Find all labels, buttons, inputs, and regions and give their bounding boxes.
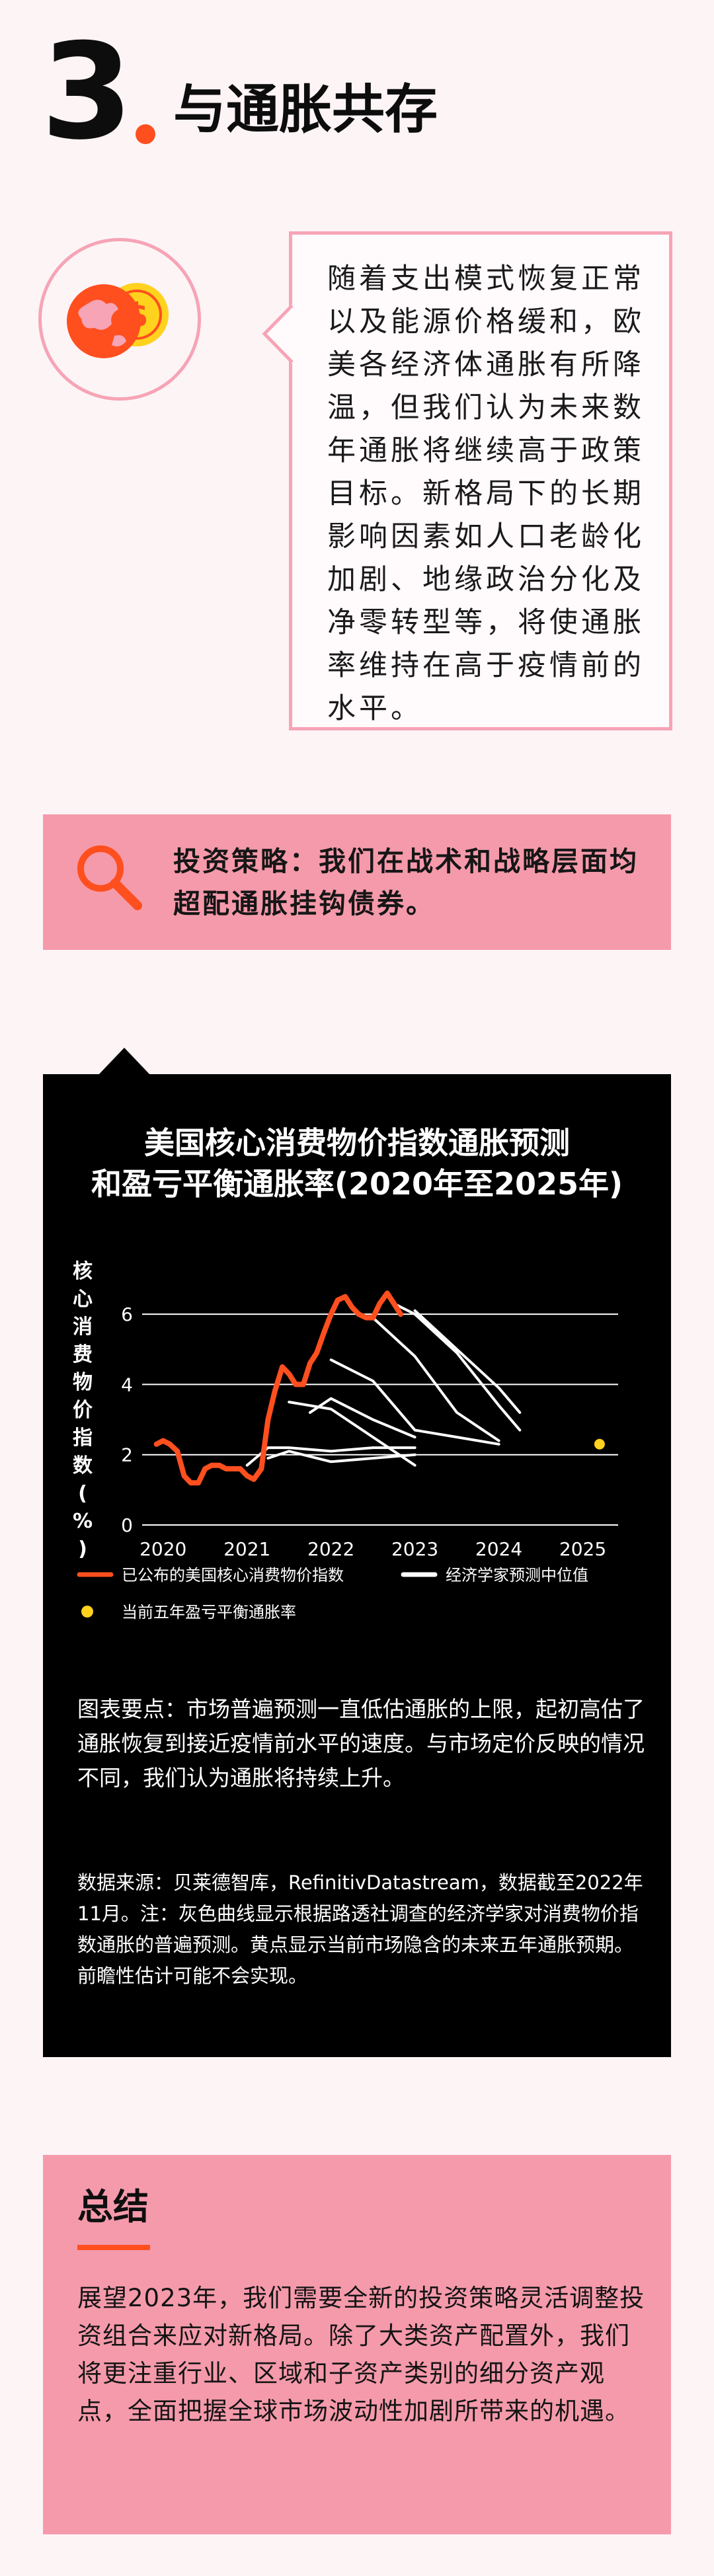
chart-caption: 图表要点：市场普遍预测一直低估通胀的上限，起初高估了通胀恢复到接近疫情前水平的速… [77,1696,645,1791]
search-icon [77,845,142,910]
series-line-forecast [288,1401,416,1467]
series-line-forecast [372,1316,500,1442]
intro-paragraph: 随着支出模式恢复正常以及能源价格缓和，欧美各经济体通胀有所降温，但我们认为未来数… [327,262,645,725]
panel-notch [98,1048,151,1075]
y-axis-label: 核心消费物价指数(%) [73,1260,93,1561]
inflation-chart: 0 2 4 6 2020 2021 2022 2023 2024 2025 核心消费物价指数(%) 已… [73,1260,618,1621]
series-line-forecast [308,1397,416,1439]
series-line-forecast [266,1450,416,1464]
speech-bubble-tail [262,304,294,364]
series-line-forecast [392,1302,522,1432]
legend-label: 当前五年盈亏平衡通胀率 [122,1603,296,1621]
y-tick-label: 6 [121,1304,133,1325]
chart-title-line-2: 和盈亏平衡通胀率(2020年至2025年) [91,1166,623,1202]
x-tick-label: 2023 [391,1538,438,1560]
coin-icon: $ [67,283,169,358]
x-tick-label: 2021 [223,1538,270,1560]
summary-paragraph: 展望2023年，我们需要全新的投资策略灵活调整投资组合来应对新格局。除了大类资产… [77,2284,645,2425]
breakeven-point [594,1438,605,1450]
strategy-banner [43,814,671,950]
strategy-text: 投资策略：我们在战术和战略层面均超配通胀挂钩债券。 [173,845,639,919]
chart-title-line-1: 美国核心消费物价指数通胀预测 [144,1125,570,1161]
legend-swatch-breakeven [81,1606,93,1618]
series-line-forecast [329,1358,500,1446]
summary-box [43,2155,671,2534]
section-number-dot [136,124,155,144]
section-title: 与通胀共存 [173,79,438,140]
summary-title-underline [77,2245,150,2250]
chart-title: 美国核心消费物价指数通胀预测 和盈亏平衡通胀率(2020年至2025年) [43,1122,671,1204]
summary-title: 总结 [77,2186,149,2228]
section-number: 3 [41,15,134,169]
x-tick-label: 2025 [559,1538,606,1560]
series-line-actual-cpi [153,1290,403,1486]
legend-label: 经济学家预测中位值 [446,1566,588,1584]
legend-label: 已公布的美国核心消费物价指数 [122,1566,344,1584]
y-tick-label: 0 [121,1514,133,1536]
coin-icon-circle [38,238,201,401]
y-tick-label: 2 [121,1444,133,1466]
x-tick-label: 2020 [139,1538,186,1560]
chart-panel [43,1074,671,2057]
x-tick-label: 2022 [307,1538,354,1560]
y-tick-label: 4 [121,1374,133,1395]
chart-source-note: 数据来源：贝莱德智库，RefinitivDatastream，数据截至2022年… [77,1871,643,1987]
x-tick-label: 2024 [475,1538,522,1560]
intro-text-box [289,231,672,730]
series-line-forecast [413,1309,522,1414]
